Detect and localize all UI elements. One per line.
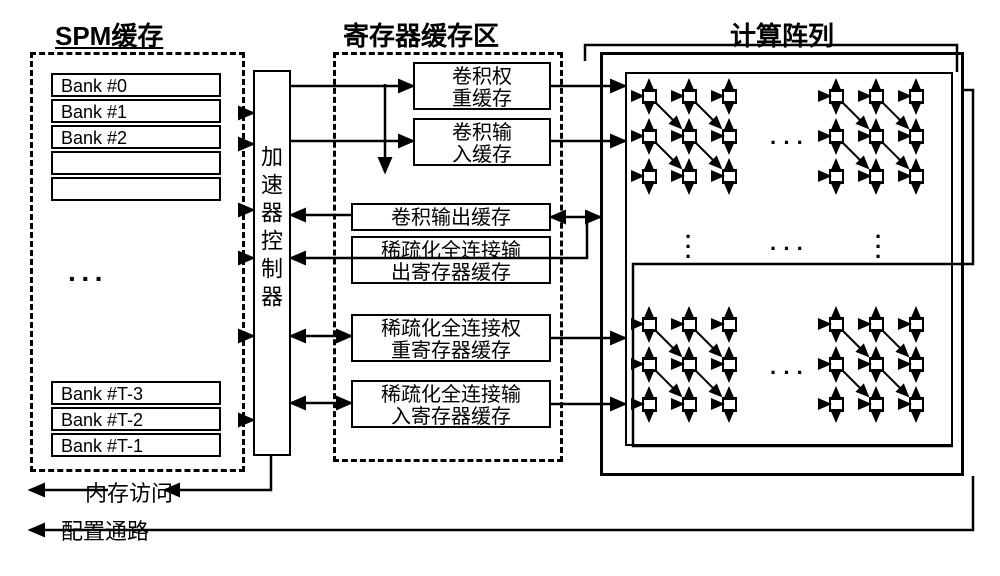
memory-access-label: 内存访问 <box>85 476 173 508</box>
compute-hdots: ··· <box>770 360 810 386</box>
compute-cdots: ··· <box>770 236 810 262</box>
sparse-fc-input-buffer: 稀疏化全连接输入寄存器缓存 <box>351 380 551 428</box>
spm-title: SPM缓存 <box>55 16 163 53</box>
accelerator-controller-label: 加速器控制器 <box>259 145 283 313</box>
sparse-fc-weight-buffer: 稀疏化全连接权重寄存器缓存 <box>351 314 551 362</box>
spm-ellipsis: ··· <box>68 263 108 295</box>
compute-title: 计算阵列 <box>730 16 834 53</box>
conv-weight-buffer: 卷积权重缓存 <box>413 62 551 110</box>
bank-row: Bank #T-2 <box>51 407 221 431</box>
compute-vdots: ··· <box>875 232 882 262</box>
architecture-diagram: SPM缓存 寄存器缓存区 计算阵列 Bank #0 Bank #1 Bank #… <box>25 10 975 560</box>
bank-row: Bank #1 <box>51 99 221 123</box>
bank-row: Bank #0 <box>51 73 221 97</box>
sparse-fc-output-buffer: 稀疏化全连接输出寄存器缓存 <box>351 236 551 284</box>
config-path-label: 配置通路 <box>61 514 149 546</box>
register-title: 寄存器缓存区 <box>343 16 499 53</box>
spm-box: Bank #0 Bank #1 Bank #2 ··· Bank #T-3 Ba… <box>30 52 245 472</box>
compute-vdots: ··· <box>685 232 692 262</box>
bank-row <box>51 177 221 201</box>
bank-row: Bank #T-1 <box>51 433 221 457</box>
bank-row: Bank #T-3 <box>51 381 221 405</box>
compute-hdots: ··· <box>770 130 810 156</box>
bank-row: Bank #2 <box>51 125 221 149</box>
conv-output-buffer: 卷积输出缓存 <box>351 203 551 231</box>
bank-row <box>51 151 221 175</box>
conv-input-buffer: 卷积输入缓存 <box>413 118 551 166</box>
